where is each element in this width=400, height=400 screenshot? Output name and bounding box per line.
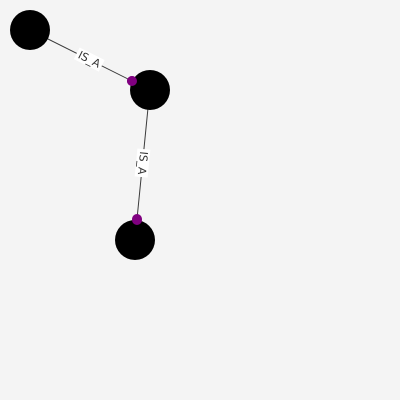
arrow-dots-layer bbox=[127, 76, 142, 225]
edge-label-group-1: IS_A bbox=[73, 47, 105, 72]
arrow-head-dot-middle bbox=[127, 76, 137, 86]
nodes-layer bbox=[10, 10, 170, 260]
edge-label-2: IS_A bbox=[135, 151, 150, 176]
edge-label-bg-1 bbox=[73, 47, 105, 72]
edge-is-a-2[interactable]: IS_A bbox=[132, 107, 151, 224]
graph-node-top-left[interactable] bbox=[10, 10, 50, 50]
edges-layer: IS_A IS_A bbox=[29, 29, 151, 224]
edge-label-group-2: IS_A bbox=[134, 148, 151, 178]
graph-node-middle[interactable] bbox=[130, 70, 170, 110]
graph-node-bottom[interactable] bbox=[115, 220, 155, 260]
edge-label-bg-2 bbox=[134, 148, 151, 178]
arrow-head-dot-bottom bbox=[132, 215, 142, 225]
